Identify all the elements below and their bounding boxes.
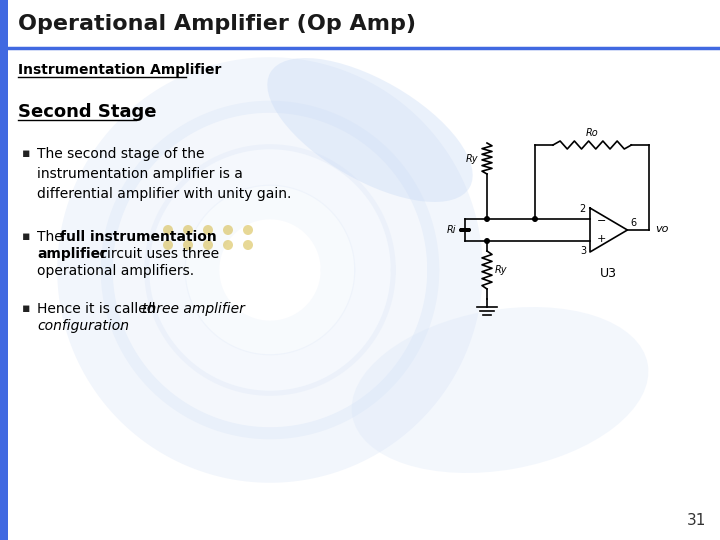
Circle shape [203, 225, 213, 235]
Text: configuration: configuration [37, 319, 129, 333]
Ellipse shape [351, 307, 649, 473]
Circle shape [183, 240, 193, 250]
Circle shape [183, 225, 193, 235]
Text: +: + [597, 234, 606, 244]
Text: three amplifier: three amplifier [142, 302, 245, 316]
Text: amplifier: amplifier [37, 247, 107, 261]
Text: Ro: Ro [586, 128, 598, 138]
Circle shape [223, 225, 233, 235]
Text: full instrumentation: full instrumentation [60, 230, 217, 244]
Text: 2: 2 [580, 204, 586, 214]
Text: The second stage of the
instrumentation amplifier is a
differential amplifier wi: The second stage of the instrumentation … [37, 147, 292, 201]
Bar [8, 0, 720, 48]
Text: ▪: ▪ [22, 230, 30, 243]
Text: Operational Amplifier (Op Amp): Operational Amplifier (Op Amp) [18, 14, 416, 34]
Text: Hence it is called: Hence it is called [37, 302, 160, 316]
Circle shape [484, 216, 490, 222]
Text: vo: vo [655, 224, 669, 234]
Circle shape [223, 240, 233, 250]
Circle shape [484, 238, 490, 244]
Text: Ry: Ry [495, 265, 508, 275]
Text: Ri: Ri [446, 225, 456, 235]
Text: ▪: ▪ [22, 147, 30, 160]
Text: 31: 31 [687, 513, 706, 528]
Text: ▪: ▪ [22, 302, 30, 315]
Text: Instrumentation Amplifier: Instrumentation Amplifier [18, 63, 221, 77]
Circle shape [243, 240, 253, 250]
Circle shape [243, 225, 253, 235]
Text: The: The [37, 230, 67, 244]
Text: 6: 6 [631, 218, 636, 228]
Circle shape [163, 225, 173, 235]
Text: circuit uses three: circuit uses three [95, 247, 219, 261]
Text: −: − [597, 216, 606, 226]
Text: U3: U3 [600, 267, 617, 280]
Text: Second Stage: Second Stage [18, 103, 156, 121]
Text: operational amplifiers.: operational amplifiers. [37, 264, 194, 278]
Text: .: . [118, 319, 122, 333]
Circle shape [532, 216, 538, 222]
Text: 3: 3 [580, 246, 586, 256]
Bar [0, 0, 8, 540]
Text: Ry: Ry [466, 153, 478, 164]
Circle shape [203, 240, 213, 250]
Ellipse shape [267, 58, 473, 202]
Circle shape [163, 240, 173, 250]
